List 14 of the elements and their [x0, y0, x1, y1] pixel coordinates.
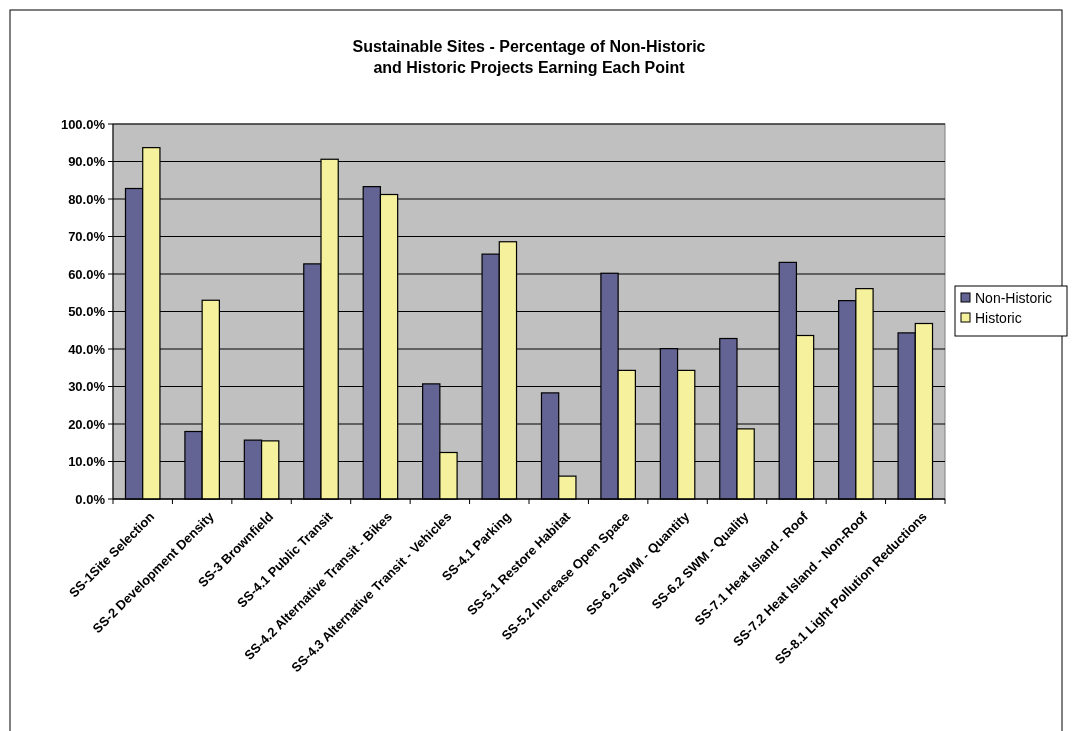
y-tick-label: 80.0% — [68, 191, 106, 207]
legend-label: Non-Historic — [975, 289, 1053, 306]
y-tick-label: 60.0% — [68, 266, 106, 282]
y-tick-label: 40.0% — [68, 341, 106, 357]
y-tick-label: 20.0% — [68, 416, 106, 432]
y-tick-label: 50.0% — [68, 304, 106, 320]
chart-title: Sustainable Sites - Percentage of Non-Historic and Historic Projects Earning Each Point — [352, 38, 706, 76]
y-tick-label: 0.0% — [75, 491, 106, 507]
legend-label: Historic — [975, 309, 1022, 326]
y-tick-label: 70.0% — [68, 229, 106, 245]
y-tick-label: 90.0% — [68, 154, 106, 170]
y-tick-label: 30.0% — [68, 379, 106, 395]
y-tick-label: 10.0% — [68, 454, 106, 470]
y-tick-label: 100.0% — [60, 116, 106, 132]
